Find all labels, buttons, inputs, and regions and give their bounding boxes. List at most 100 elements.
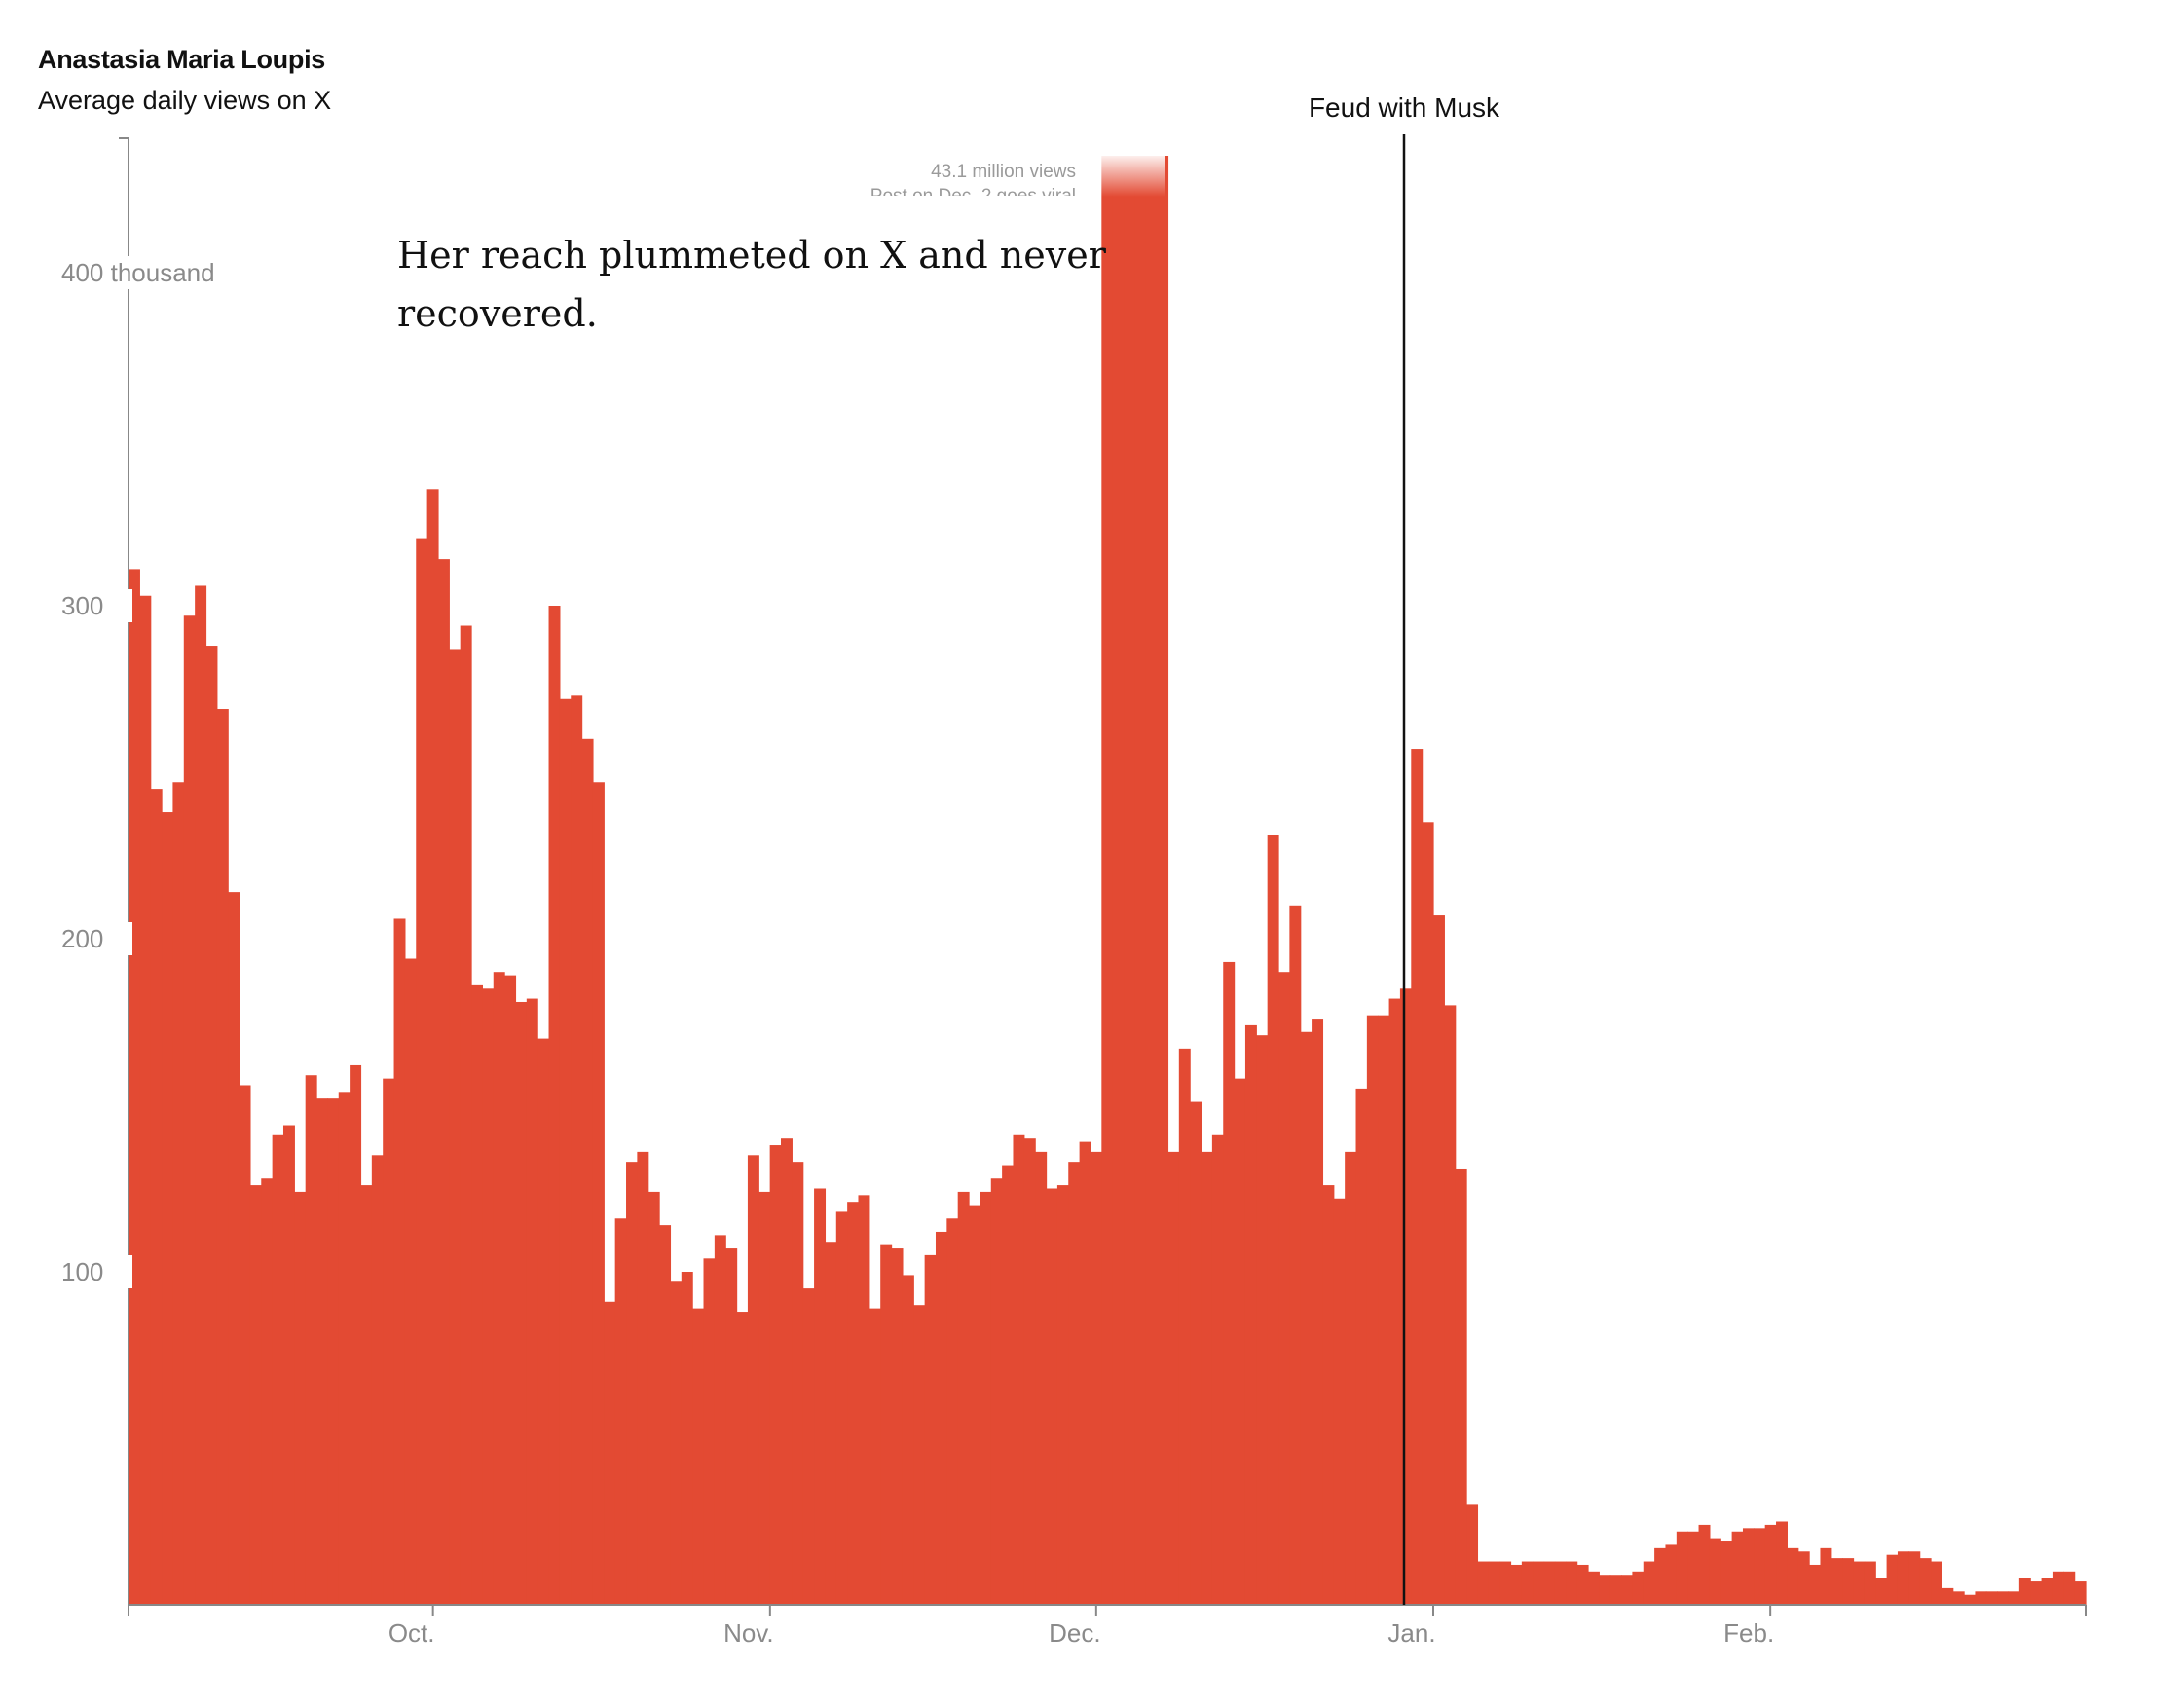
bar xyxy=(1599,1575,1611,1605)
bar xyxy=(1289,905,1302,1605)
bar xyxy=(1411,749,1424,1605)
bar xyxy=(592,782,605,1605)
bar xyxy=(249,1185,262,1605)
bar xyxy=(1942,1587,1954,1605)
bar xyxy=(305,1075,317,1605)
y-tick-label: 400 thousand xyxy=(61,258,215,287)
bar xyxy=(172,782,185,1605)
bar xyxy=(2008,1591,2020,1605)
bar xyxy=(2018,1578,2031,1605)
bar xyxy=(1101,156,1114,1605)
bar xyxy=(1997,1591,2010,1605)
bar xyxy=(891,1248,904,1605)
x-tick-label: Jan. xyxy=(1388,1618,1435,1648)
bar xyxy=(1809,1564,1822,1605)
bar xyxy=(1455,1168,1467,1605)
bar xyxy=(1709,1538,1721,1605)
bar xyxy=(1157,156,1169,1605)
bar xyxy=(1211,1134,1224,1605)
bar xyxy=(261,1178,274,1605)
bar xyxy=(282,1125,295,1605)
bar xyxy=(1797,1551,1810,1605)
bar xyxy=(1023,1138,1036,1605)
bar xyxy=(1964,1594,1977,1605)
bar xyxy=(1687,1531,1700,1605)
bar xyxy=(1521,1561,1534,1605)
bar xyxy=(614,1218,627,1605)
bar xyxy=(350,1064,362,1605)
bar xyxy=(769,1145,782,1605)
bar xyxy=(1731,1531,1744,1605)
y-tick-label: 100 xyxy=(61,1257,103,1286)
bar xyxy=(1665,1544,1678,1605)
viral-value-label: 43.1 million views xyxy=(931,162,1076,182)
bar xyxy=(1124,156,1135,1605)
x-axis: Oct. Nov. Dec. Jan. Feb. xyxy=(128,1604,2087,1648)
annotations: 43.1 million viewsPost on Dec. 2 goes vi… xyxy=(854,93,1500,1605)
bar xyxy=(460,625,472,1605)
bar xyxy=(183,615,196,1605)
bar xyxy=(1312,1019,1324,1605)
bar xyxy=(1201,1151,1213,1605)
bar xyxy=(2030,1581,2043,1605)
bar xyxy=(1477,1561,1490,1605)
bar xyxy=(195,585,207,1605)
bar xyxy=(1654,1547,1667,1605)
bar xyxy=(1853,1561,1866,1605)
bar xyxy=(1931,1561,1942,1605)
bar xyxy=(416,538,428,1605)
bar xyxy=(1046,1188,1058,1605)
bar xyxy=(1643,1561,1655,1605)
bar xyxy=(393,918,406,1605)
bar xyxy=(847,1202,860,1605)
bar xyxy=(272,1134,284,1605)
bar xyxy=(637,1151,649,1605)
bar xyxy=(216,709,229,1605)
bar xyxy=(471,984,483,1605)
bar xyxy=(1831,1558,1843,1605)
y-label-bg xyxy=(57,922,132,955)
bar xyxy=(139,595,152,1605)
bar xyxy=(162,812,174,1605)
bar xyxy=(858,1195,870,1605)
bar xyxy=(327,1098,340,1605)
bar xyxy=(360,1185,373,1605)
bar xyxy=(1366,1015,1379,1605)
bar xyxy=(1864,1561,1876,1605)
bar xyxy=(1985,1591,1998,1605)
bar xyxy=(1145,156,1158,1605)
bar xyxy=(1345,1151,1357,1605)
bar xyxy=(571,695,583,1605)
bar xyxy=(559,698,572,1605)
bar xyxy=(1764,1524,1777,1605)
bar xyxy=(1190,1101,1202,1605)
bar xyxy=(736,1312,749,1605)
bar xyxy=(1676,1531,1688,1605)
bar xyxy=(714,1235,726,1605)
bar xyxy=(1422,822,1434,1605)
bar xyxy=(725,1248,738,1605)
x-tick-label: Nov. xyxy=(723,1618,774,1648)
bar xyxy=(1090,1151,1102,1605)
bar xyxy=(814,1188,827,1605)
bar xyxy=(1378,1015,1390,1605)
bar xyxy=(1776,1521,1788,1605)
bar xyxy=(902,1275,914,1605)
chart-annotation-text: Her reach plummeted on X and never recov… xyxy=(397,234,1106,335)
bar xyxy=(835,1211,848,1605)
bar xyxy=(316,1098,329,1605)
bar xyxy=(957,1191,970,1605)
bar xyxy=(437,559,450,1605)
bar xyxy=(1488,1561,1500,1605)
bar xyxy=(681,1272,693,1605)
bar xyxy=(1399,988,1412,1605)
bar xyxy=(404,958,417,1605)
bar xyxy=(2052,1571,2064,1605)
bar xyxy=(1223,961,1236,1605)
bar xyxy=(869,1308,881,1605)
bar xyxy=(2063,1571,2076,1605)
bar xyxy=(703,1258,716,1605)
event-label: Feud with Musk xyxy=(1309,93,1500,123)
bar xyxy=(1742,1528,1755,1605)
bar xyxy=(781,1138,793,1605)
